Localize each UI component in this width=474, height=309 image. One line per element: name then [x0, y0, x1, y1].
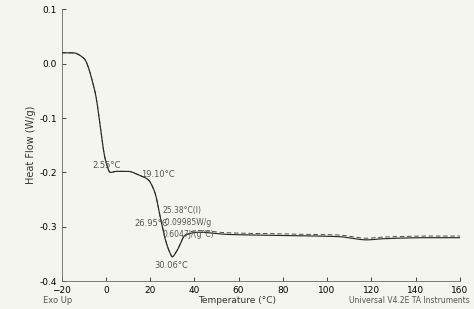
Text: 26.95°C: 26.95°C — [135, 219, 168, 228]
Y-axis label: Heat Flow (W/g): Heat Flow (W/g) — [27, 106, 36, 184]
Text: Temperature (°C): Temperature (°C) — [198, 296, 276, 305]
Text: 19.10°C: 19.10°C — [141, 171, 175, 180]
Text: 30.06°C: 30.06°C — [155, 260, 188, 269]
Text: 25.38°C(I)
-0.09985W/g
0.6047J/(g°C): 25.38°C(I) -0.09985W/g 0.6047J/(g°C) — [162, 206, 214, 239]
Text: Exo Up: Exo Up — [43, 296, 72, 305]
Text: Universal V4.2E TA Instruments: Universal V4.2E TA Instruments — [348, 296, 469, 305]
Text: 2.55°C: 2.55°C — [92, 161, 121, 170]
